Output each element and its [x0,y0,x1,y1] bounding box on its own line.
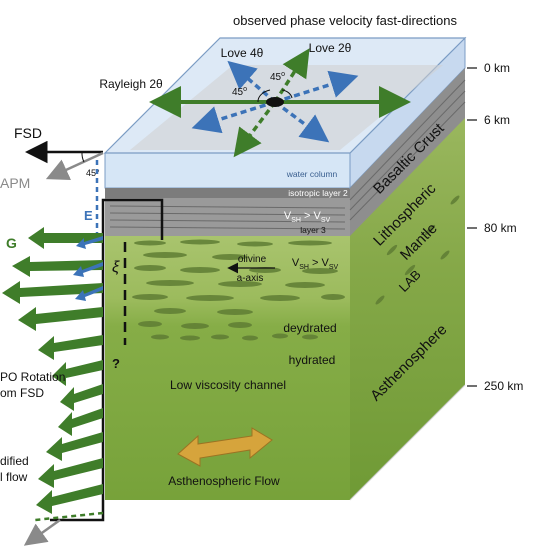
label-lpo-rotation-1: PO Rotation [0,370,65,384]
angle-side-arc [81,151,85,163]
bottom-gray-arrow [23,518,61,546]
label-isotropic-layer: isotropic layer 2 [288,188,348,198]
label-apm: APM [0,175,30,191]
depth-250km: 250 km [484,379,523,393]
label-fsd: FSD [14,125,42,141]
label-deydrated: deydrated [283,321,336,335]
label-love-4theta: Love 4θ [221,46,264,60]
depth-scale [467,67,477,387]
label-asthenospheric-flow: Asthenospheric Flow [168,474,280,488]
label-a-axis: a-axis [237,273,264,284]
apm-arrow [45,151,104,181]
label-rayleigh-2theta: Rayleigh 2θ [99,77,163,91]
depth-80km: 80 km [484,221,517,235]
depth-6km: 6 km [484,113,510,127]
label-layer3: layer 3 [300,225,326,235]
label-vsh-vsv-mantle: VSH > VSV [292,257,339,271]
label-modified-2: l flow [0,470,28,484]
label-question: ? [112,356,120,371]
label-modified-1: dified [0,454,29,468]
label-e: E [84,208,93,223]
label-water-column: water column [286,169,338,179]
label-olivine: olivine [238,254,267,265]
label-love-2theta: Love 2θ [309,41,352,55]
angle-top-1: 45o [270,71,285,83]
fsd-profile-line [50,198,164,522]
olivine-lenses [132,239,345,341]
bottom-dashed-green-arrow [34,511,104,522]
label-low-viscosity: Low viscosity channel [170,378,286,392]
angle-top-2: 45o [232,86,247,98]
label-vsh-vsv-crust: VSH > VSV [284,210,331,224]
e-arrows [73,236,103,301]
angle-side: 45° [86,168,100,178]
label-g: G [6,235,17,251]
label-xi: ξ [112,259,120,276]
diagram-title: observed phase velocity fast-directions [233,13,458,28]
label-hydrated: hydrated [289,353,336,367]
depth-0km: 0 km [484,61,510,75]
label-lpo-rotation-2: om FSD [0,386,44,400]
g-arrows [2,227,103,514]
asthenospheric-flow-arrow [177,427,273,467]
fast-direction-arrows [149,48,411,158]
